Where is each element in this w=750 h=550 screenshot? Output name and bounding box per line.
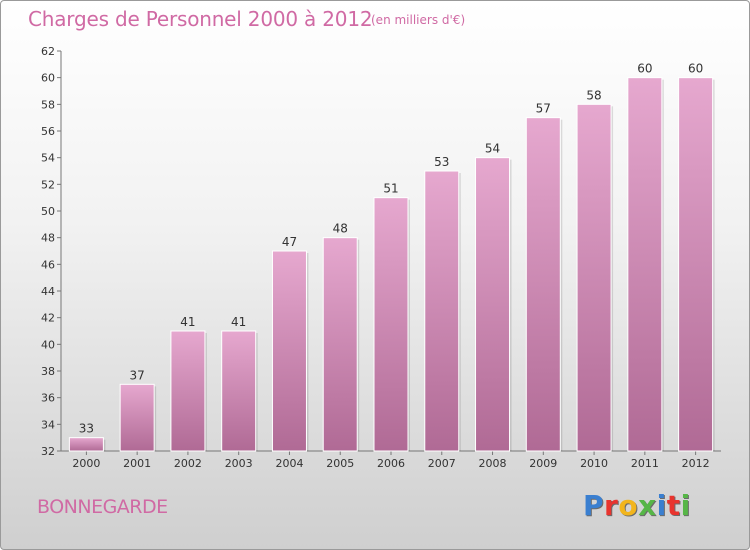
bar <box>221 330 257 452</box>
x-tick-label: 2008 <box>479 457 507 470</box>
x-tick-label: 2006 <box>377 457 405 470</box>
logo-letter: o <box>618 489 639 522</box>
bar <box>627 77 663 452</box>
proxiti-logo[interactable]: Proxiti <box>583 489 691 522</box>
x-tick-label: 2011 <box>631 457 659 470</box>
y-tick-label: 60 <box>41 72 55 85</box>
y-tick-label: 34 <box>41 418 55 431</box>
y-tick-label: 62 <box>41 45 55 58</box>
logo-letter: r <box>604 489 619 522</box>
data-label: 41 <box>180 315 195 329</box>
y-tick-label: 40 <box>41 338 55 351</box>
chart-title: Charges de Personnel 2000 à 2012 <box>28 7 373 31</box>
x-tick-label: 2002 <box>174 457 202 470</box>
logo-letter: P <box>583 489 605 522</box>
data-label: 58 <box>586 88 601 102</box>
y-tick-label: 54 <box>41 152 55 165</box>
x-tick-label: 2005 <box>326 457 354 470</box>
chart-subtitle: (en milliers d'€) <box>371 13 466 27</box>
y-tick-label: 44 <box>41 285 55 298</box>
bar <box>525 117 561 452</box>
x-tick-label: 2001 <box>123 457 151 470</box>
data-label: 37 <box>130 368 145 382</box>
x-tick-label: 2003 <box>225 457 253 470</box>
data-labels: 33 37 41 41 47 48 51 53 54 57 58 60 60 <box>79 62 704 436</box>
data-label: 57 <box>536 102 551 116</box>
y-tick-label: 56 <box>41 125 55 138</box>
y-tick-label: 46 <box>41 258 55 271</box>
y-tick-label: 38 <box>41 365 55 378</box>
x-tick-label: 2010 <box>580 457 608 470</box>
y-tick-label: 50 <box>41 205 55 218</box>
bars <box>68 77 715 452</box>
data-label: 60 <box>688 62 703 76</box>
bar <box>373 197 409 452</box>
x-tick-label: 2009 <box>529 457 557 470</box>
bar <box>576 103 612 452</box>
commune-name: BONNEGARDE <box>37 496 168 518</box>
data-label: 60 <box>637 62 652 76</box>
logo-letter: i <box>656 489 667 522</box>
bar <box>119 383 155 452</box>
bar <box>424 170 460 452</box>
y-tick-label: 36 <box>41 392 55 405</box>
logo-letter: t <box>666 489 681 522</box>
bar <box>678 77 714 452</box>
y-tick-label: 58 <box>41 98 55 111</box>
x-tick-label: 2004 <box>275 457 303 470</box>
logo-letter: i <box>680 489 691 522</box>
y-tick-label: 52 <box>41 178 55 191</box>
y-tick-label: 48 <box>41 232 55 245</box>
axes: 32 34 36 38 40 42 44 46 48 50 52 54 56 58 60 62 2000 2001… <box>41 45 721 470</box>
data-label: 54 <box>485 142 500 156</box>
x-tick-label: 2012 <box>682 457 710 470</box>
logo-letter: x <box>638 489 657 522</box>
data-label: 53 <box>434 155 449 169</box>
bar <box>475 157 511 452</box>
y-tick-label: 32 <box>41 445 55 458</box>
x-tick-label: 2007 <box>428 457 456 470</box>
bar <box>170 330 206 452</box>
data-label: 33 <box>79 422 94 436</box>
data-label: 41 <box>231 315 246 329</box>
bar <box>322 237 358 452</box>
bar <box>68 437 104 452</box>
bar <box>271 250 307 452</box>
data-label: 47 <box>282 235 297 249</box>
y-tick-label: 42 <box>41 312 55 325</box>
data-label: 51 <box>383 182 398 196</box>
x-tick-label: 2000 <box>72 457 100 470</box>
data-label: 48 <box>333 222 348 236</box>
